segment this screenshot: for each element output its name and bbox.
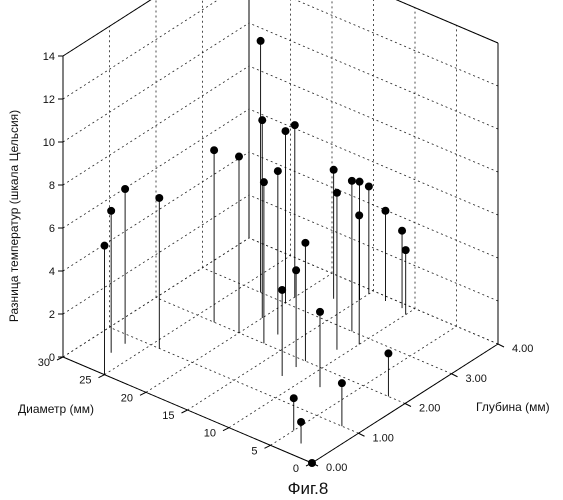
z-tick-label: 6 bbox=[49, 223, 55, 235]
data-point bbox=[291, 121, 299, 129]
depth-tick-label: 4.00 bbox=[512, 343, 533, 355]
data-point bbox=[290, 394, 298, 402]
depth-tick-mark bbox=[405, 404, 411, 407]
floor-gridline bbox=[271, 326, 457, 445]
y-axis-label: Диаметр (мм) bbox=[18, 402, 94, 416]
depth-tick-label: 3.00 bbox=[466, 373, 487, 385]
back-wall-gridline bbox=[63, 152, 249, 271]
side-wall-gridline bbox=[249, 238, 498, 344]
stem-layer bbox=[101, 37, 410, 467]
data-point bbox=[355, 211, 363, 219]
diameter-tick-label: 15 bbox=[162, 410, 174, 422]
data-point bbox=[101, 242, 109, 250]
depth-tick-label: 1.00 bbox=[373, 432, 394, 444]
data-point bbox=[297, 418, 305, 426]
diameter-tick-label: 25 bbox=[79, 375, 91, 387]
depth-tick-mark bbox=[359, 433, 365, 436]
diameter-tick-label: 30 bbox=[38, 357, 50, 369]
depth-tick-label: 0.00 bbox=[326, 462, 347, 474]
data-point bbox=[365, 182, 373, 190]
side-wall-gridline bbox=[249, 0, 498, 86]
z-tick-label: 4 bbox=[49, 266, 55, 278]
x-axis-label: Глубина (мм) bbox=[476, 400, 550, 414]
depth-tick-label: 2.00 bbox=[419, 403, 440, 415]
side-wall-gridline bbox=[249, 0, 498, 43]
data-point bbox=[282, 127, 290, 135]
data-point bbox=[257, 37, 265, 45]
back-wall-gridline bbox=[63, 0, 249, 56]
z-tick-label: 12 bbox=[43, 94, 55, 106]
data-point bbox=[356, 178, 364, 186]
floor-gridline bbox=[229, 309, 415, 428]
z-tick-label: 8 bbox=[49, 180, 55, 192]
side-wall-gridline bbox=[249, 152, 498, 258]
data-point bbox=[333, 189, 341, 197]
z-tick-label: 2 bbox=[49, 309, 55, 321]
data-point bbox=[398, 227, 406, 235]
data-point bbox=[210, 146, 218, 154]
data-point bbox=[330, 166, 338, 174]
depth-tick-mark bbox=[452, 374, 458, 377]
axis-frame-edge bbox=[249, 0, 498, 43]
data-point bbox=[155, 194, 163, 202]
data-point bbox=[107, 207, 115, 215]
data-point bbox=[338, 379, 346, 387]
data-point bbox=[121, 185, 129, 193]
z-tick-label: 14 bbox=[43, 51, 55, 63]
data-point bbox=[316, 308, 324, 316]
data-point bbox=[381, 207, 389, 215]
data-point bbox=[274, 167, 282, 175]
side-wall-gridline bbox=[249, 66, 498, 172]
diameter-tick-label: 5 bbox=[251, 445, 257, 457]
diameter-tick-label: 20 bbox=[121, 392, 133, 404]
data-point bbox=[258, 116, 266, 124]
floor-gridline bbox=[188, 291, 374, 410]
diameter-tick-label: 10 bbox=[204, 428, 216, 440]
data-point bbox=[402, 246, 410, 254]
diameter-tick-mark bbox=[99, 375, 105, 378]
side-wall-gridline bbox=[249, 23, 498, 129]
axis-frame-edge bbox=[63, 0, 249, 56]
data-point bbox=[384, 349, 392, 357]
data-point bbox=[260, 178, 268, 186]
z-tick-label: 10 bbox=[43, 137, 55, 149]
figure-caption: Фиг.8 bbox=[288, 479, 329, 498]
diameter-tick-mark bbox=[182, 410, 188, 413]
data-point bbox=[301, 239, 309, 247]
diameter-tick-label: 0 bbox=[293, 463, 299, 475]
diameter-tick-mark bbox=[265, 445, 271, 448]
z-axis-label: Разница температур (шкала Цельсия) bbox=[7, 110, 21, 322]
diameter-tick-mark bbox=[223, 428, 229, 431]
data-point bbox=[292, 266, 300, 274]
depth-tick-mark bbox=[498, 344, 504, 347]
diameter-tick-mark bbox=[140, 392, 146, 395]
data-point bbox=[235, 153, 243, 161]
data-point bbox=[348, 177, 356, 185]
data-point bbox=[278, 286, 286, 294]
back-wall-gridline bbox=[63, 0, 249, 99]
